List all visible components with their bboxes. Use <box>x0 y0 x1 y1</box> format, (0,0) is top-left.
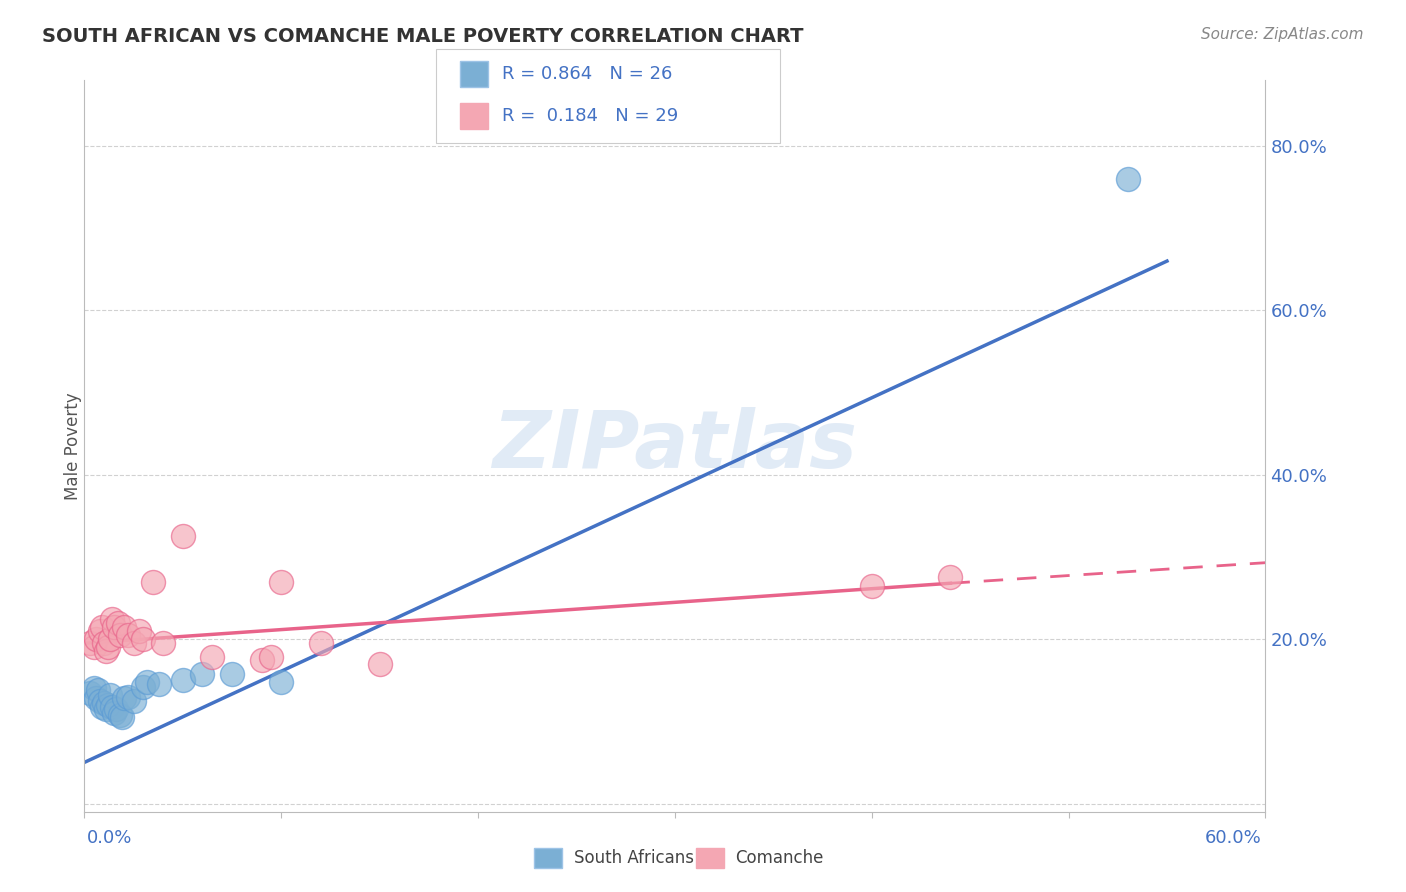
Point <box>79 636 101 650</box>
Point <box>270 674 292 689</box>
Point <box>91 699 114 714</box>
Point <box>87 683 110 698</box>
Point <box>83 640 105 655</box>
Point <box>860 579 883 593</box>
Point <box>103 620 125 634</box>
Point <box>98 632 121 647</box>
Text: R = 0.864   N = 26: R = 0.864 N = 26 <box>502 65 672 83</box>
Point <box>191 666 214 681</box>
Point <box>172 529 194 543</box>
Point <box>107 615 129 630</box>
Point <box>1116 172 1139 186</box>
Point <box>142 574 165 589</box>
Point <box>108 707 131 722</box>
Point <box>122 636 145 650</box>
Point <box>91 620 114 634</box>
Point <box>132 680 155 694</box>
Point <box>112 691 135 706</box>
Point <box>97 640 120 655</box>
Point <box>97 698 120 712</box>
Text: 60.0%: 60.0% <box>1205 829 1261 847</box>
Point <box>172 673 194 688</box>
Point <box>309 636 332 650</box>
Text: ZIPatlas: ZIPatlas <box>492 407 858 485</box>
Point <box>132 632 155 647</box>
Text: Source: ZipAtlas.com: Source: ZipAtlas.com <box>1201 27 1364 42</box>
Point <box>103 706 125 720</box>
Point <box>111 710 134 724</box>
Y-axis label: Male Poverty: Male Poverty <box>65 392 82 500</box>
Point <box>117 690 139 704</box>
Text: Comanche: Comanche <box>735 849 824 867</box>
Point <box>89 694 111 708</box>
Point <box>93 636 115 650</box>
Point <box>270 574 292 589</box>
Point <box>939 570 962 584</box>
Point <box>79 685 101 699</box>
Text: 0.0%: 0.0% <box>87 829 132 847</box>
Point <box>152 636 174 650</box>
Point <box>136 674 159 689</box>
Text: SOUTH AFRICAN VS COMANCHE MALE POVERTY CORRELATION CHART: SOUTH AFRICAN VS COMANCHE MALE POVERTY C… <box>42 27 804 45</box>
Point <box>221 666 243 681</box>
Point <box>260 650 283 665</box>
Point <box>117 628 139 642</box>
Point <box>98 688 121 702</box>
Point <box>94 702 117 716</box>
Point <box>83 681 105 696</box>
Point <box>93 696 115 710</box>
Point <box>94 644 117 658</box>
Point <box>112 620 135 634</box>
Text: South Africans: South Africans <box>574 849 693 867</box>
Point <box>122 694 145 708</box>
Point <box>148 677 170 691</box>
Point <box>84 691 107 706</box>
Point <box>101 699 124 714</box>
Point <box>128 624 150 638</box>
Text: R =  0.184   N = 29: R = 0.184 N = 29 <box>502 107 678 125</box>
Point <box>108 628 131 642</box>
Point <box>104 702 127 716</box>
Point <box>368 657 391 671</box>
Point <box>89 624 111 638</box>
Point <box>101 611 124 625</box>
Point <box>201 650 224 665</box>
Point <box>250 653 273 667</box>
Point <box>84 632 107 647</box>
